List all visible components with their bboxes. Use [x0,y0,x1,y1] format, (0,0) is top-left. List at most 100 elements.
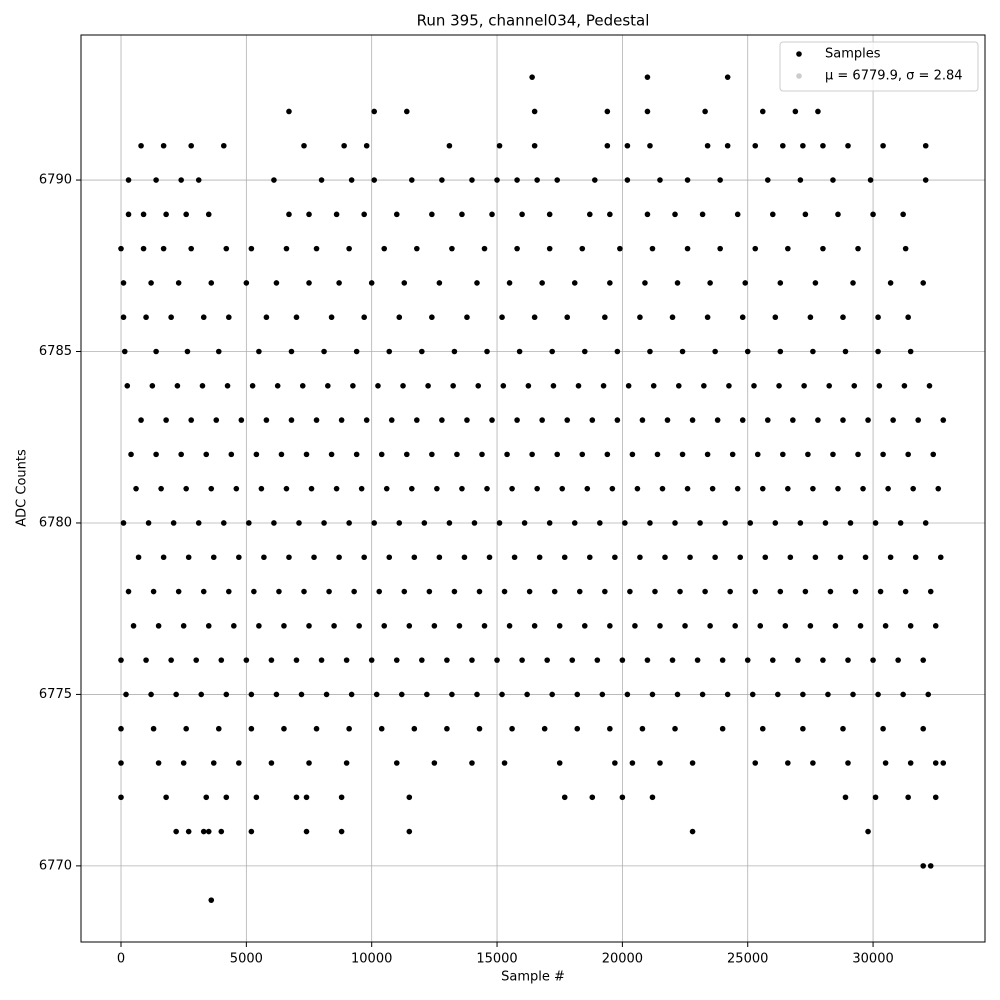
point [378,725,385,732]
point [449,691,455,698]
point [333,485,340,492]
point [674,280,681,286]
point [496,142,503,149]
point [912,554,919,561]
point [215,725,222,732]
point [476,588,483,595]
point [271,520,277,526]
point [226,588,232,595]
point [546,245,553,252]
point [208,485,215,492]
point [857,623,864,629]
point [541,725,548,732]
point [306,623,312,629]
point [787,554,794,561]
point [689,417,696,423]
point [619,794,626,801]
point [747,520,754,526]
x-tick-label: 30000 [852,952,893,967]
point [717,177,723,183]
point [393,760,400,766]
point [672,725,678,732]
point [246,520,252,526]
point [526,588,533,595]
point [454,451,460,458]
point [930,451,937,458]
point [358,485,365,492]
point [193,657,200,663]
point [927,863,934,869]
point [128,451,134,458]
point [679,451,686,458]
point [922,142,929,149]
point [607,211,613,218]
point [734,485,741,492]
marks [118,74,947,903]
point [200,828,207,835]
point [752,588,759,595]
point [516,348,523,355]
point [281,725,287,732]
point [902,588,909,595]
point [810,760,816,766]
point [484,348,490,355]
point [872,520,879,526]
point [901,382,908,389]
point [877,588,884,595]
point [223,691,230,698]
point [870,211,876,218]
point [318,657,325,663]
point [403,108,410,115]
point [185,828,192,835]
point [346,245,352,252]
point [361,554,367,561]
point [546,520,553,526]
point [704,451,711,458]
point [744,657,751,663]
point [361,314,367,321]
point [511,554,518,561]
point [820,142,826,149]
point [915,417,921,423]
point [940,760,947,766]
plot-frame [80,34,986,943]
point [825,691,831,698]
point [135,554,142,561]
point [371,177,378,183]
point [907,348,914,355]
point [759,108,766,115]
point [769,657,776,663]
x-tick-label: 0 [117,952,125,967]
point [744,348,751,355]
point [215,348,222,355]
point [694,657,701,663]
point [880,451,886,458]
point [855,451,861,458]
point [539,417,545,423]
point [150,725,157,732]
point [256,348,262,355]
point [434,485,440,492]
point [926,382,933,389]
point [120,520,127,526]
point [353,348,360,355]
point [276,588,282,595]
point [525,382,532,389]
point [386,348,393,355]
point [188,417,195,423]
point [118,657,124,663]
point [751,382,757,389]
point [343,760,350,766]
point [907,623,914,629]
point [356,623,362,629]
point [361,211,367,218]
point [130,623,137,629]
point [734,211,741,218]
point [180,760,187,766]
point [446,520,453,526]
point [208,280,215,286]
point [118,794,124,801]
point [584,485,591,492]
point [647,348,653,355]
